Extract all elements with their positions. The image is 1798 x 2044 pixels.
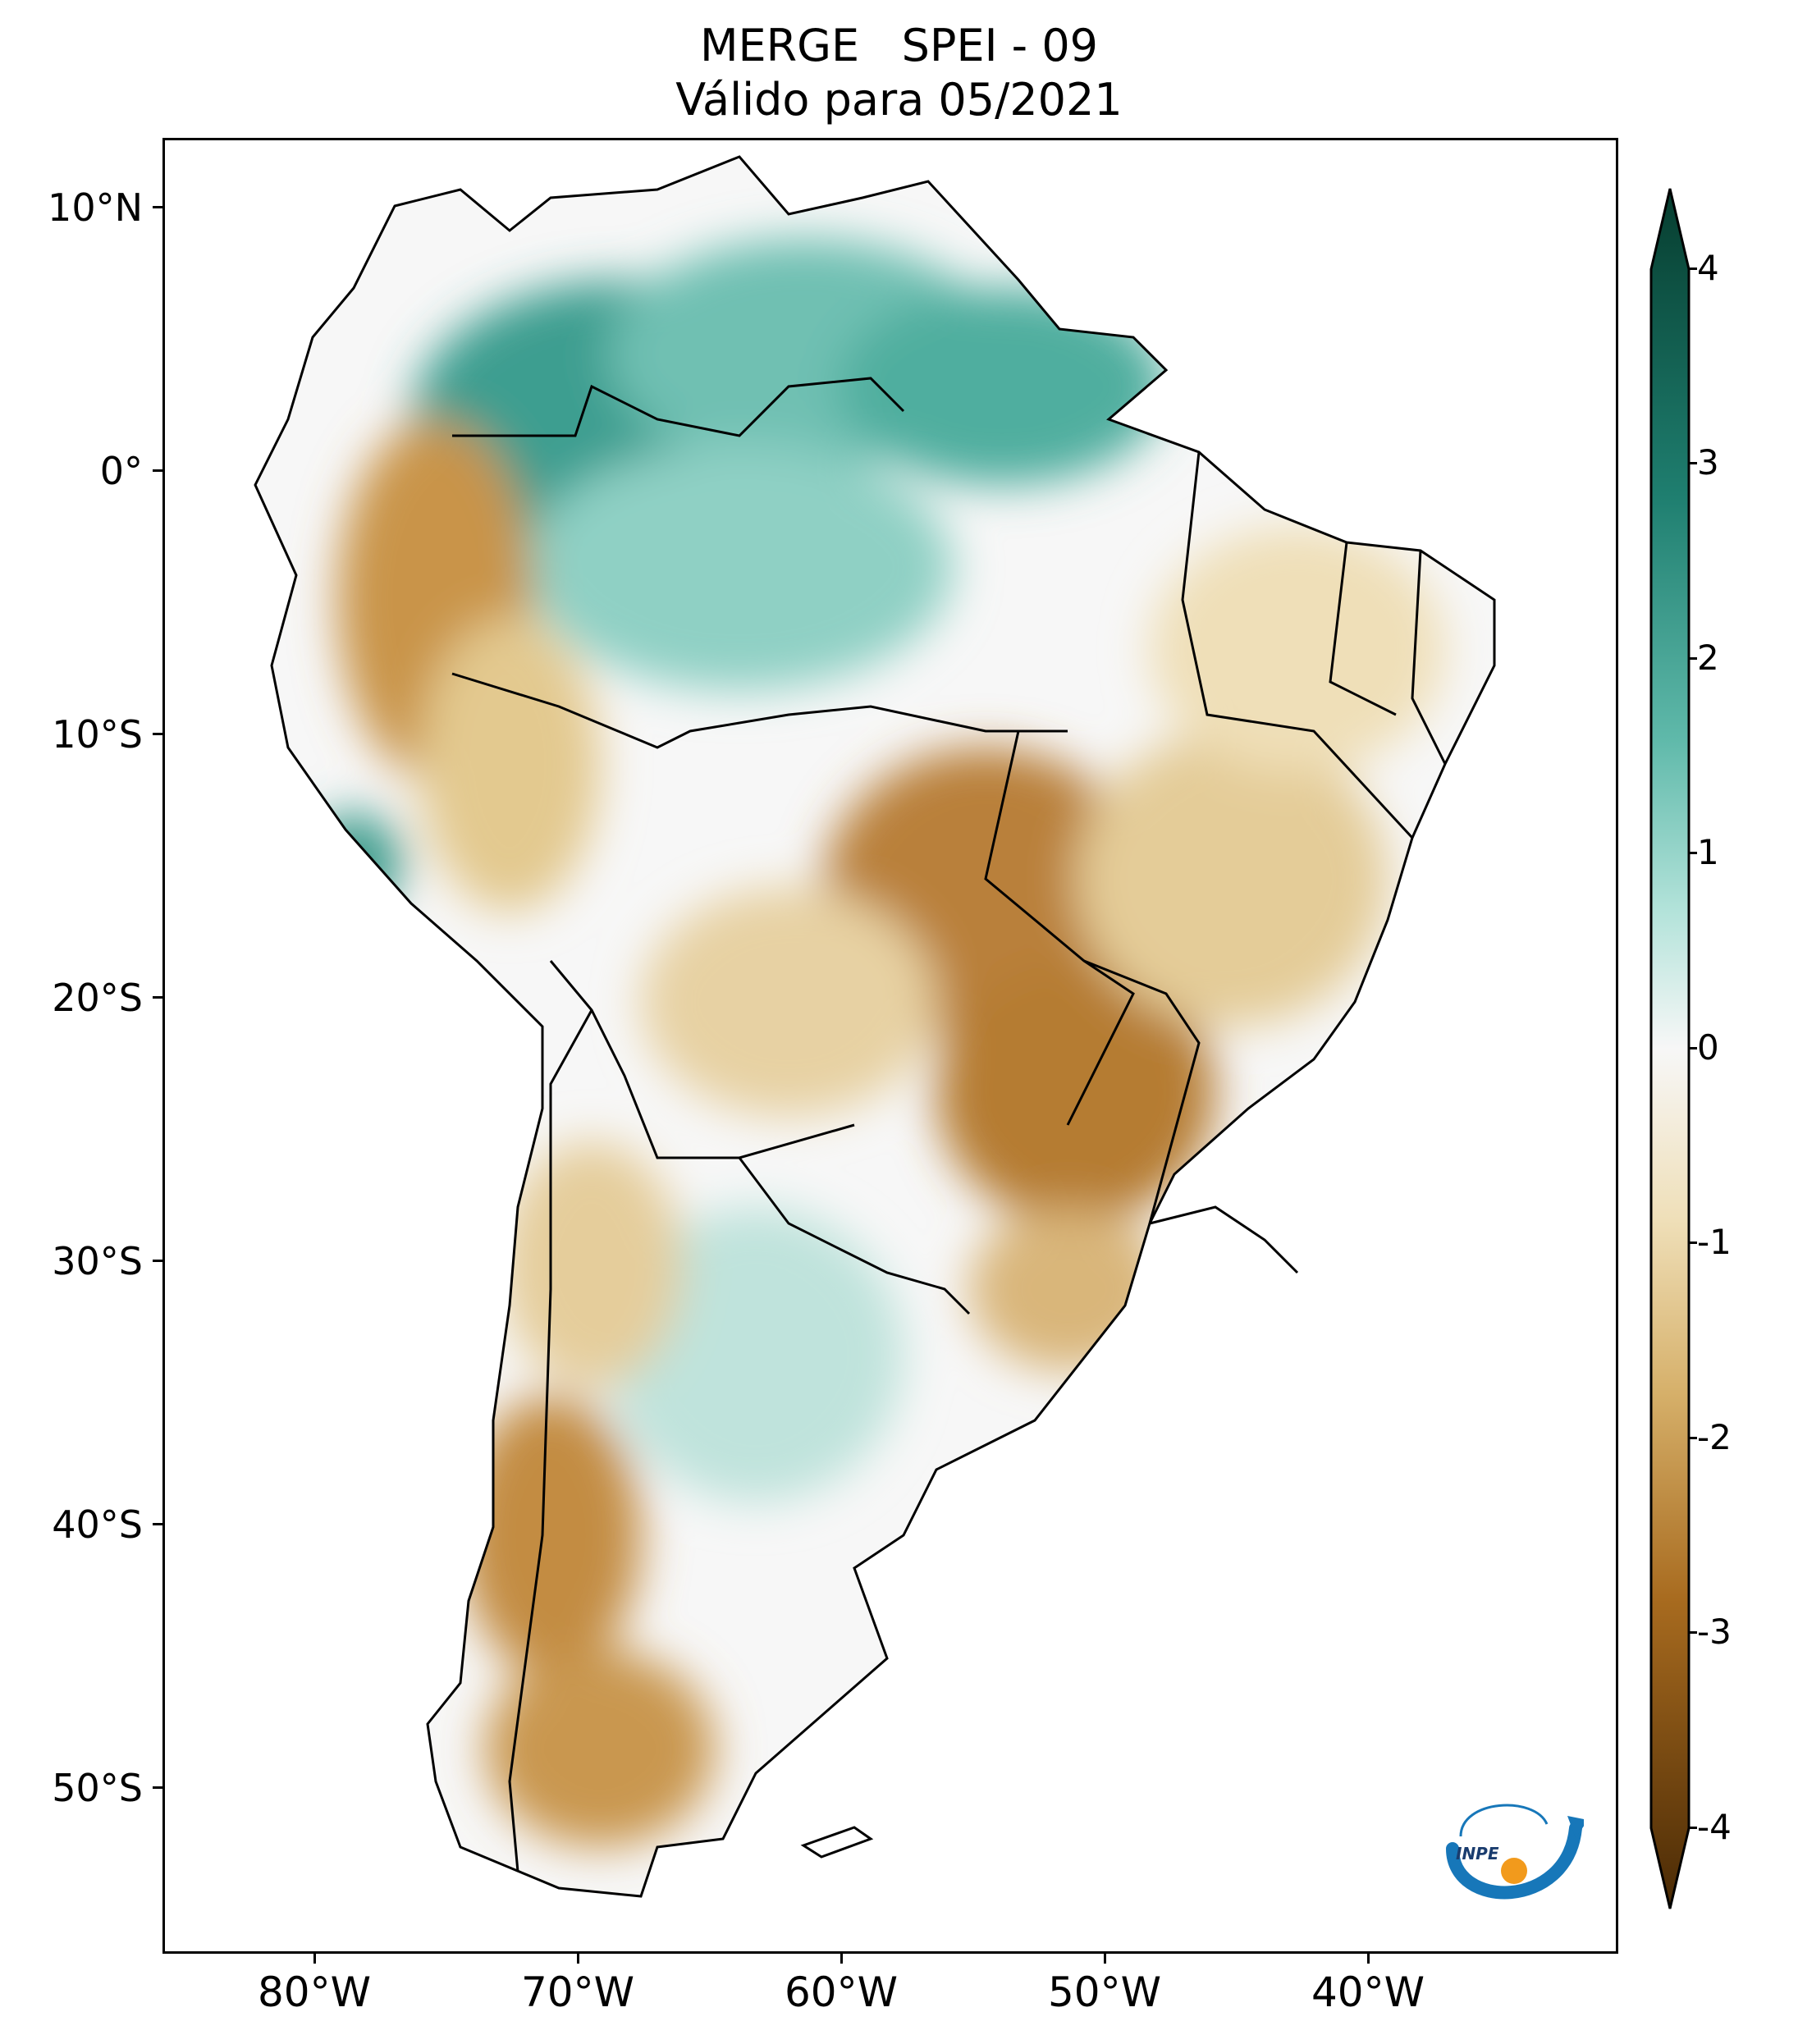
lon-label-50w: 50°W xyxy=(1047,1969,1162,2016)
lat-label-50s: 50°S xyxy=(52,1766,143,1810)
colorbar-tick xyxy=(1689,268,1697,270)
falkland-islands xyxy=(800,1826,874,1859)
lat-label-10n: 10°N xyxy=(48,185,143,230)
lon-tick xyxy=(313,1954,316,1964)
lat-tick xyxy=(153,469,162,472)
lon-tick xyxy=(577,1954,579,1964)
inpe-logo: INPE xyxy=(1446,1804,1584,1900)
colorbar-label-1: 1 xyxy=(1697,832,1719,872)
lon-label-80w: 80°W xyxy=(257,1969,372,2016)
lat-label-30s: 30°S xyxy=(52,1239,143,1283)
lat-label-0: 0° xyxy=(99,449,143,493)
lat-tick xyxy=(153,1786,162,1789)
colorbar-tick xyxy=(1689,1827,1697,1829)
lat-label-40s: 40°S xyxy=(52,1502,143,1547)
colorbar-label-minus4: -4 xyxy=(1697,1807,1732,1847)
map-title: MERGE SPEI - 09 xyxy=(699,20,1099,71)
colorbar-tick xyxy=(1689,1631,1697,1634)
colorbar xyxy=(1649,188,1690,1909)
country-borders xyxy=(451,377,1447,1873)
colorbar-tick xyxy=(1689,852,1697,854)
colorbar-tick xyxy=(1689,1437,1697,1439)
lat-tick xyxy=(153,206,162,208)
colorbar-tick xyxy=(1689,657,1697,660)
lon-label-40w: 40°W xyxy=(1311,1969,1425,2016)
lon-tick xyxy=(1367,1954,1370,1964)
lat-tick xyxy=(153,1260,162,1262)
lat-label-20s: 20°S xyxy=(52,976,143,1020)
lat-tick xyxy=(153,1523,162,1525)
lat-label-10s: 10°S xyxy=(52,712,143,757)
lat-tick xyxy=(153,733,162,735)
colorbar-tick xyxy=(1689,462,1697,464)
colorbar-label-4: 4 xyxy=(1697,248,1719,288)
coastline xyxy=(254,155,1496,1898)
spei-field xyxy=(255,157,1494,1896)
colorbar-tick xyxy=(1689,1241,1697,1244)
lon-tick xyxy=(1104,1954,1106,1964)
map-area xyxy=(162,138,1618,1954)
svg-text:INPE: INPE xyxy=(1456,1844,1499,1863)
south-america-map xyxy=(254,155,1496,1898)
map-subtitle: Válido para 05/2021 xyxy=(675,74,1123,126)
colorbar-label-minus3: -3 xyxy=(1697,1612,1732,1652)
colorbar-tick xyxy=(1689,1047,1697,1049)
colorbar-label-2: 2 xyxy=(1697,638,1719,678)
lon-label-70w: 70°W xyxy=(520,1969,635,2016)
colorbar-label-minus2: -2 xyxy=(1697,1417,1732,1457)
lon-label-60w: 60°W xyxy=(784,1969,899,2016)
colorbar-label-0: 0 xyxy=(1697,1027,1719,1068)
lat-tick xyxy=(153,996,162,999)
colorbar-label-minus1: -1 xyxy=(1697,1222,1732,1262)
colorbar-label-3: 3 xyxy=(1697,442,1719,482)
lon-tick xyxy=(840,1954,843,1964)
